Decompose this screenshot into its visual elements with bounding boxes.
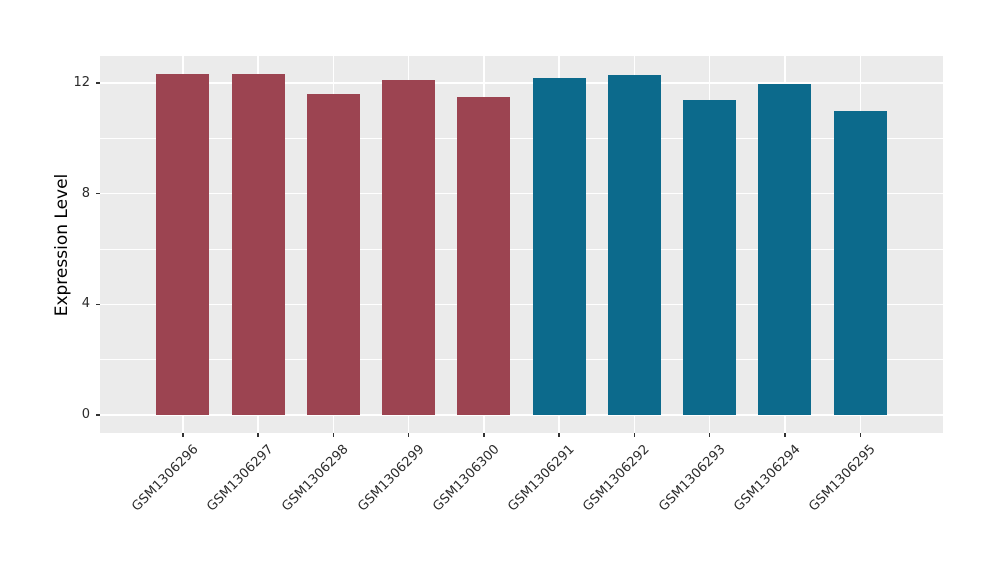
x-axis-tick: [633, 433, 636, 437]
bar-GSM1306300: [457, 96, 511, 415]
y-tick-label: 0: [81, 407, 90, 422]
gridline-major-horizontal: [100, 414, 943, 416]
y-axis-tick: [96, 82, 100, 84]
y-tick-label: 4: [81, 296, 90, 312]
bar-GSM1306291: [532, 78, 586, 415]
gridline-minor-horizontal: [100, 359, 943, 361]
bar-GSM1306295: [833, 110, 887, 415]
x-axis-tick: [257, 433, 259, 437]
x-axis-tick: [708, 433, 711, 437]
bar-GSM1306296: [156, 74, 210, 415]
bar-GSM1306298: [306, 93, 360, 415]
x-axis-tick: [182, 433, 184, 437]
bar-GSM1306292: [607, 75, 661, 415]
gridline-minor-horizontal: [100, 137, 943, 139]
x-axis-tick: [784, 433, 786, 437]
bar-GSM1306297: [231, 74, 285, 415]
gridline-minor-horizontal: [100, 248, 943, 250]
gridline-major-horizontal: [100, 192, 943, 195]
x-axis-tick: [483, 433, 485, 437]
x-tick-label: GSM1306296: [128, 442, 202, 515]
y-axis-tick: [96, 414, 100, 416]
x-axis-tick: [407, 433, 410, 437]
y-tick-label: 8: [81, 185, 90, 201]
y-axis-tick: [96, 303, 100, 306]
y-axis-tick: [96, 192, 100, 195]
plot-panel: [100, 56, 943, 433]
bar-GSM1306294: [758, 83, 812, 415]
gridline-major-horizontal: [100, 82, 943, 84]
y-axis-title: Expression Level: [52, 173, 72, 317]
x-axis-tick: [332, 433, 335, 437]
x-axis-tick: [558, 433, 560, 437]
y-tick-label: 12: [73, 75, 90, 90]
gridline-major-horizontal: [100, 303, 943, 306]
x-axis-tick: [859, 433, 861, 437]
bar-GSM1306299: [382, 80, 436, 415]
bar-GSM1306293: [683, 100, 737, 415]
